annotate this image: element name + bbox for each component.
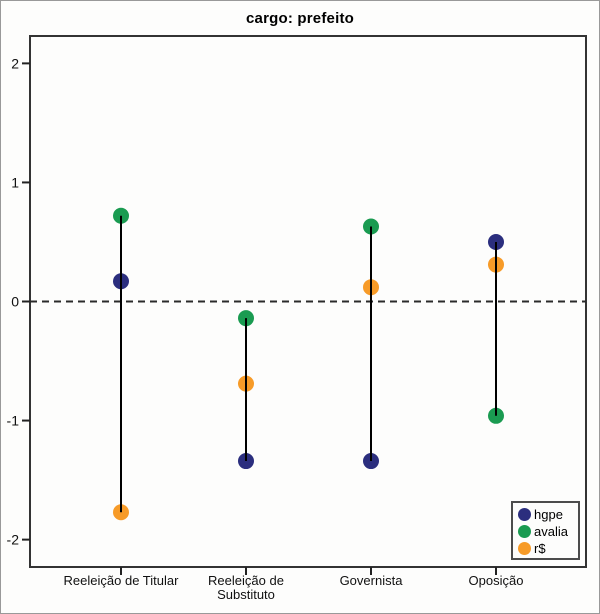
chart-title: cargo: prefeito (245, 10, 354, 27)
x-axis-label: Reeleição de Titular (63, 573, 179, 588)
legend-item-label: avalia (534, 524, 568, 539)
legend-marker-icon (518, 508, 531, 521)
y-tick-label: 0 (11, 294, 19, 310)
x-axis-label: Oposição (468, 573, 524, 588)
legend: hgpe avalia r$ (511, 501, 580, 560)
y-tick-label: 1 (11, 174, 19, 190)
legend-item-label: hgpe (534, 507, 563, 522)
legend-item: hgpe (518, 506, 578, 523)
legend-item: r$ (518, 540, 578, 557)
y-tick-label: -1 (7, 413, 20, 429)
y-tick-label: -2 (7, 532, 20, 548)
legend-marker-icon (518, 525, 531, 538)
x-axis-label: Governista (339, 573, 403, 588)
y-tick-label: 2 (11, 55, 19, 71)
legend-item-label: r$ (534, 541, 546, 556)
x-axis-label: Reeleição de Substituto (208, 573, 284, 602)
legend-marker-icon (518, 542, 531, 555)
legend-item: avalia (518, 523, 578, 540)
